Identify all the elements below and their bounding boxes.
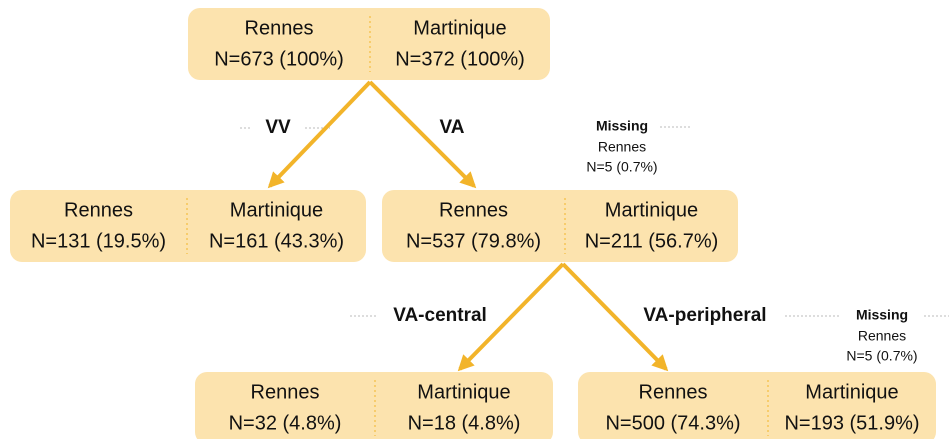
edge-label: VV [265, 117, 291, 138]
count-label: N=372 (100%) [395, 48, 525, 70]
count-label: N=193 (51.9%) [784, 412, 919, 434]
site-label: Rennes [251, 381, 320, 403]
count-label: N=32 (4.8%) [229, 412, 342, 434]
site-label: Rennes [439, 199, 508, 221]
edge-label: VA-central [393, 305, 487, 326]
edge-label: VA-peripheral [643, 305, 766, 326]
arrow [457, 262, 565, 372]
site-label: Rennes [64, 199, 133, 221]
count-label: N=537 (79.8%) [406, 230, 541, 252]
node-box [188, 8, 550, 80]
site-label: Rennes [639, 381, 708, 403]
missing-site: Rennes [598, 139, 646, 155]
arrow [368, 80, 477, 189]
site-label: Rennes [245, 17, 314, 39]
node-box [382, 190, 738, 262]
count-label: N=211 (56.7%) [585, 230, 719, 252]
count-label: N=131 (19.5%) [31, 230, 166, 252]
arrow [267, 80, 372, 189]
node-box [578, 372, 936, 444]
site-label: Martinique [417, 381, 510, 403]
missing-title: Missing [856, 307, 908, 323]
arrows [267, 80, 669, 372]
arrow [561, 262, 669, 372]
node-box [195, 372, 553, 444]
missing-site: Rennes [858, 328, 906, 344]
site-label: Martinique [605, 199, 698, 221]
site-label: Martinique [805, 381, 898, 403]
count-label: N=673 (100%) [214, 48, 344, 70]
count-label: N=500 (74.3%) [605, 412, 740, 434]
node-box [10, 190, 366, 262]
site-label: Martinique [230, 199, 323, 221]
missing-title: Missing [596, 118, 648, 134]
count-label: N=161 (43.3%) [209, 230, 344, 252]
site-label: Martinique [413, 17, 506, 39]
missing-count: N=5 (0.7%) [586, 159, 657, 175]
edge-label: VA [440, 117, 465, 138]
missing-count: N=5 (0.7%) [846, 348, 917, 364]
count-label: N=18 (4.8%) [408, 412, 521, 434]
